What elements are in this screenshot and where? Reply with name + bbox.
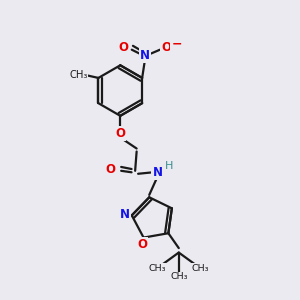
Text: N: N	[140, 49, 150, 62]
Text: CH₃: CH₃	[69, 70, 88, 80]
Text: O: O	[137, 238, 147, 250]
Text: O: O	[161, 41, 171, 54]
Text: CH₃: CH₃	[191, 263, 209, 272]
Text: O: O	[106, 163, 116, 176]
Text: O: O	[118, 41, 128, 54]
Text: CH₃: CH₃	[148, 263, 166, 272]
Text: N: N	[152, 166, 162, 179]
Text: CH₃: CH₃	[170, 272, 188, 281]
Text: −: −	[171, 37, 182, 50]
Text: O: O	[115, 127, 125, 140]
Text: N: N	[120, 208, 130, 221]
Text: H: H	[164, 161, 173, 171]
